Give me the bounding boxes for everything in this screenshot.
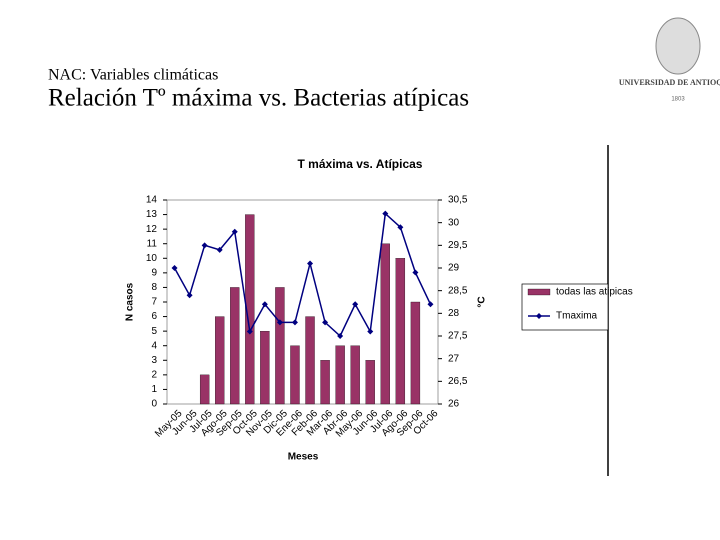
bar	[290, 345, 300, 405]
line-point	[231, 228, 238, 235]
bar	[365, 360, 375, 405]
y-tick-label: 4	[151, 340, 157, 351]
y-tick-label: 14	[146, 195, 158, 206]
y-tick-label: 1	[151, 384, 157, 395]
line-point	[246, 328, 253, 335]
bar	[275, 287, 285, 405]
y2-axis-label: °C	[477, 296, 488, 307]
bar	[350, 345, 360, 405]
y-tick-label: 8	[151, 282, 157, 293]
bar	[215, 316, 225, 405]
line	[173, 212, 432, 338]
y2-tick-label: 30,5	[448, 195, 468, 206]
bar	[335, 345, 345, 405]
line-point	[322, 319, 329, 326]
bar	[395, 258, 406, 405]
y-tick-label: 9	[151, 267, 157, 278]
y-tick-label: 12	[146, 224, 158, 235]
legend-swatch	[527, 288, 551, 296]
bar	[305, 316, 315, 405]
x-axis-label: Meses	[288, 452, 319, 463]
bar	[245, 214, 255, 405]
y2-tick-label: 27,5	[448, 331, 468, 342]
logo-crest	[655, 17, 701, 75]
line-point	[412, 269, 419, 276]
line-point	[216, 246, 223, 253]
line-point	[337, 333, 344, 339]
logo: UNIVERSIDAD DE ANTIOQUIA 1803	[619, 17, 720, 103]
y2-tick-label: 28	[448, 308, 460, 319]
logo-name-text: UNIVERSIDAD DE ANTIOQUIA	[619, 78, 720, 87]
y2-tick-label: 26,5	[448, 376, 468, 387]
y-tick-label: 11	[147, 238, 158, 249]
slide-title: Relación Tº máxima vs. Bacterias atípica…	[48, 85, 469, 112]
bar	[199, 374, 210, 405]
line-point	[382, 210, 389, 217]
y2-tick-label: 29	[448, 263, 460, 274]
line-point	[367, 328, 374, 335]
logo-name: UNIVERSIDAD DE ANTIOQUIA	[619, 78, 720, 87]
logo-year: 1803	[671, 97, 685, 103]
y-tick-label: 2	[151, 369, 157, 380]
line-point	[352, 301, 359, 308]
y-tick-label: 13	[146, 209, 158, 220]
y-tick-label: 7	[151, 297, 157, 308]
bar	[380, 243, 390, 405]
y-tick-label: 3	[151, 355, 157, 366]
slide-subtitle: NAC: Variables climáticas	[48, 67, 218, 84]
line-point	[201, 242, 208, 249]
chart-title: T máxima vs. Atípicas	[298, 157, 423, 171]
legend-label: Tmaxima	[556, 311, 598, 322]
line-point	[276, 319, 283, 326]
bar	[230, 287, 240, 405]
line-point	[186, 292, 193, 299]
line-point	[171, 265, 178, 271]
y2-tick-label: 30	[448, 217, 460, 228]
y2-tick-label: 28,5	[448, 285, 468, 296]
y-axis-label: N casos	[125, 282, 136, 321]
y-tick-label: 6	[151, 311, 157, 322]
y2-tick-label: 29,5	[448, 240, 468, 251]
bar	[260, 330, 270, 405]
y-tick-label: 0	[151, 399, 157, 410]
bar	[320, 360, 330, 405]
line-point	[427, 301, 434, 308]
legend-marker	[536, 313, 542, 319]
line-point	[397, 224, 404, 231]
y-tick-label: 10	[146, 253, 158, 264]
line-point	[291, 319, 298, 326]
y2-tick-label: 27	[448, 353, 460, 364]
line-point	[261, 301, 268, 308]
y-tick-label: 5	[151, 326, 157, 337]
line-point	[307, 260, 314, 267]
legend-label: todas las atipicas	[556, 287, 633, 298]
y2-tick-label: 26	[448, 399, 460, 410]
bar	[410, 301, 421, 405]
